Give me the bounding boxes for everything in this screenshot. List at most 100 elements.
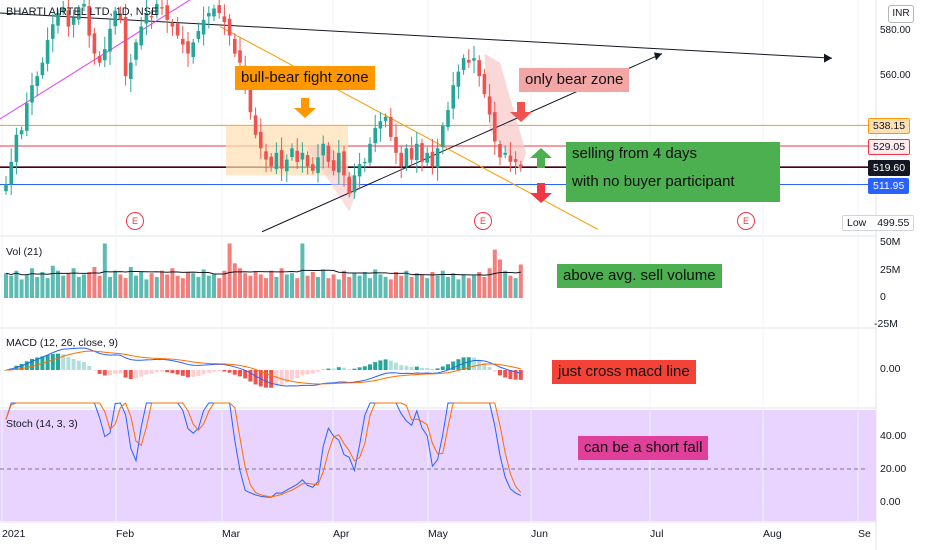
- macd-hist-92: [482, 362, 487, 370]
- earnings-marker-jul[interactable]: E: [737, 212, 755, 230]
- annotation-macd-cross: just cross macd line: [552, 360, 696, 384]
- candle-body-96: [503, 152, 507, 155]
- candle-body-41: [217, 5, 221, 14]
- volume-bar-18: [97, 275, 102, 298]
- candle-body-51: [269, 156, 273, 167]
- volume-bar-13: [71, 268, 76, 298]
- volume-bar-67: [352, 273, 357, 298]
- volume-bar-0: [4, 273, 8, 298]
- macd-hist-50: [264, 370, 268, 388]
- macd-hist-95: [498, 370, 502, 376]
- candle-body-30: [160, 7, 164, 9]
- volume-bar-83: [435, 275, 440, 298]
- candle-body-26: [139, 26, 143, 46]
- stoch-pane: [0, 402, 868, 498]
- candle-body-60: [316, 157, 320, 173]
- volume-bar-8: [45, 278, 50, 298]
- volume-bar-91: [477, 271, 482, 298]
- macd-hist-19: [102, 370, 107, 376]
- macd-hist-42: [222, 370, 227, 372]
- volume-bar-88: [461, 274, 466, 298]
- candle-body-29: [155, 4, 159, 15]
- y-tick-1: 560.00: [880, 70, 911, 82]
- price-tag-4: 511.95: [868, 177, 910, 194]
- candle-body-25: [134, 42, 138, 60]
- macd-hist-41: [217, 370, 222, 372]
- volume-bar-24: [128, 267, 133, 298]
- x-tick-7: Aug: [763, 528, 782, 540]
- volume-bar-68: [357, 275, 362, 298]
- volume-bar-19: [102, 243, 107, 298]
- volume-bar-52: [274, 276, 279, 298]
- candle-body-44: [233, 38, 237, 54]
- candle-body-74: [389, 116, 393, 138]
- macd-hist-12: [66, 356, 71, 370]
- volume-bar-1: [9, 275, 14, 298]
- volume-bar-56: [295, 278, 300, 298]
- x-tick-1: Feb: [116, 528, 135, 540]
- macd-line: [5, 347, 521, 387]
- earnings-marker-feb[interactable]: E: [126, 212, 144, 230]
- volume-bar-33: [175, 275, 180, 298]
- macd-hist-96: [503, 370, 508, 378]
- candle-body-21: [113, 10, 117, 27]
- candle-body-38: [201, 19, 206, 35]
- volume-bar-40: [212, 274, 216, 298]
- candle-body-49: [259, 131, 263, 149]
- candle-body-50: [264, 151, 268, 160]
- macd-hist-66: [347, 369, 352, 370]
- macd-hist-80: [420, 367, 424, 370]
- macd-hist-78: [409, 366, 414, 370]
- candle-body-99: [519, 164, 523, 167]
- x-tick-8: Se: [858, 528, 871, 540]
- macd-hist-44: [232, 370, 237, 375]
- volume-bar-93: [487, 268, 492, 298]
- macd-hist-60: [316, 370, 320, 372]
- vol-tick-neg25m: -25M: [874, 318, 898, 330]
- annotation-selling-box: selling from 4 days with no buyer partic…: [566, 142, 780, 202]
- volume-bar-73: [383, 276, 388, 298]
- volume-bar-79: [414, 273, 419, 298]
- macd-hist-13: [71, 358, 76, 370]
- macd-hist-30: [160, 370, 164, 372]
- volume-bar-77: [404, 270, 409, 298]
- macd-hist-37: [196, 370, 201, 377]
- candle-body-9: [51, 24, 55, 39]
- candle-body-68: [357, 164, 362, 177]
- volume-label: Vol (21): [6, 246, 43, 258]
- volume-bar-17: [92, 267, 97, 298]
- volume-bar-15: [82, 274, 86, 298]
- currency-button[interactable]: INR: [888, 5, 914, 23]
- macd-hist-20: [108, 370, 112, 376]
- earnings-marker-may[interactable]: E: [474, 212, 492, 230]
- candle-body-36: [191, 42, 195, 57]
- macd-hist-56: [295, 370, 300, 378]
- macd-hist-58: [305, 370, 310, 375]
- macd-hist-61: [321, 369, 326, 370]
- vol-tick-0: 0: [880, 291, 886, 303]
- macd-hist-68: [357, 367, 362, 370]
- macd-hist-31: [165, 370, 170, 373]
- volume-bar-32: [170, 268, 175, 298]
- volume-bar-45: [238, 268, 242, 298]
- volume-bar-26: [139, 271, 144, 298]
- candle-body-73: [383, 116, 388, 121]
- macd-hist-48: [253, 370, 258, 385]
- macd-label: MACD (12, 26, close, 9): [6, 337, 119, 349]
- arrow-fight-zone: [294, 98, 316, 118]
- volume-bar-60: [316, 276, 320, 298]
- volume-bar-75: [394, 271, 398, 298]
- chart-title: BHARTI AIRTEL LTD, 1D, NSE: [6, 6, 159, 18]
- volume-bar-6: [35, 276, 40, 298]
- volume-bar-72: [378, 274, 383, 298]
- volume-bar-49: [258, 274, 263, 298]
- x-tick-3: Apr: [333, 528, 350, 540]
- candle-body-1: [9, 161, 13, 185]
- macd-hist-33: [175, 370, 180, 375]
- volume-bar-98: [513, 278, 518, 298]
- price-tag-0: 538.15: [868, 118, 911, 135]
- candle-body-5: [30, 85, 34, 103]
- annotation-no-buyer: with no buyer participant: [572, 173, 735, 190]
- macd-hist-89: [466, 357, 471, 370]
